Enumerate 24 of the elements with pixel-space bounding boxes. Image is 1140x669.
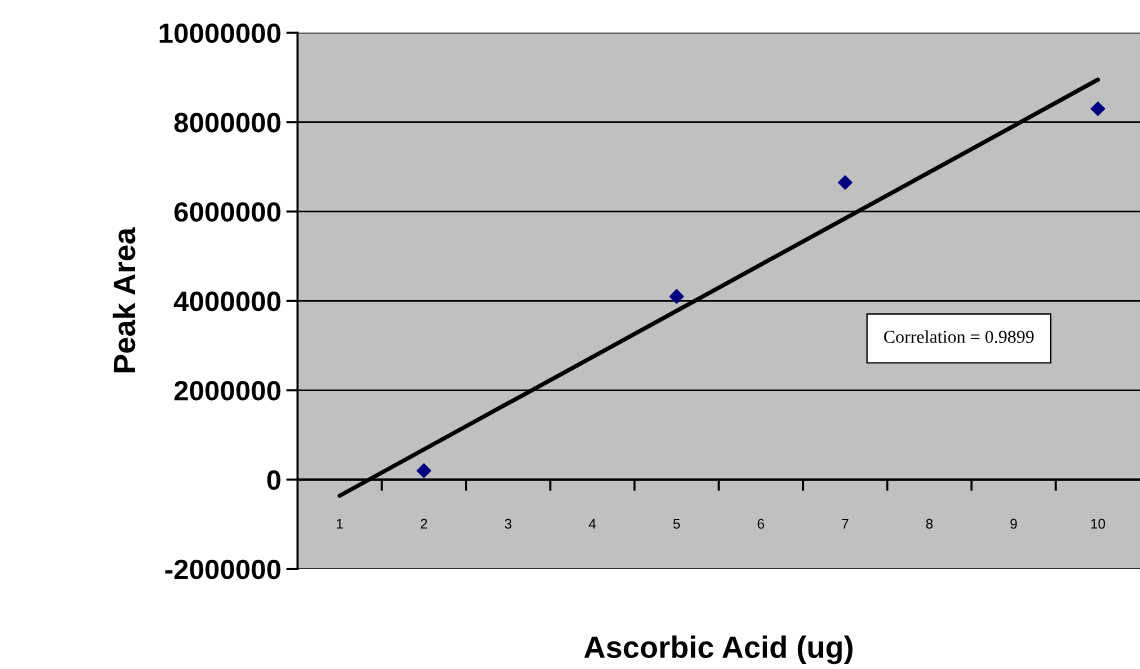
x-axis-title: Ascorbic Acid (ug) — [584, 635, 853, 665]
x-tick-label: 7 — [841, 519, 849, 529]
y-tick-label: 10000000 — [159, 23, 281, 44]
y-tick-label: 6000000 — [174, 202, 281, 222]
x-tick-label: 9 — [1010, 518, 1017, 529]
x-tick-label: 8 — [926, 518, 933, 529]
point — [837, 175, 853, 190]
y-tick-label: -2000000 — [165, 559, 281, 580]
point — [669, 289, 684, 304]
x-tick-label: 3 — [504, 518, 512, 529]
x-tick-label: 5 — [673, 519, 680, 529]
annotation: Correlation = 0.9899 — [884, 330, 1034, 344]
point — [1090, 101, 1106, 117]
x-tick-label: 4 — [588, 519, 596, 529]
point — [416, 463, 432, 478]
x-tick-label: 1 — [336, 519, 343, 529]
y-tick-label: 2000000 — [174, 380, 281, 401]
y-tick-label: 0 — [267, 470, 281, 490]
y-axis-title: Peak Area — [112, 227, 136, 373]
y-tick-label: 8000000 — [174, 112, 281, 133]
x-tick-label: 6 — [757, 518, 765, 529]
x-tick-label: 2 — [420, 518, 428, 529]
y-tick-label: 4000000 — [173, 291, 281, 312]
x-tick-label: 10 — [1091, 518, 1106, 529]
